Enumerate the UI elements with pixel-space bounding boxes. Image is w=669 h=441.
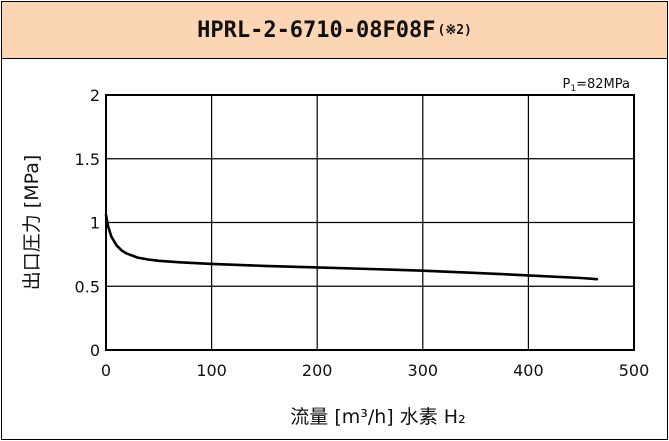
series-layer: [104, 213, 599, 281]
x-tick-label: 300: [408, 361, 439, 380]
pressure-condition-subscript: 1: [570, 84, 576, 94]
plot-border: [105, 94, 635, 351]
y-tick-label: 1: [90, 214, 100, 233]
x-tick-label: 200: [302, 361, 333, 380]
x-tick-label: 500: [619, 361, 650, 380]
y-tick-label: 1.5: [75, 150, 100, 169]
pressure-condition-label: P1=82MPa: [563, 77, 630, 94]
x-tick-label: 400: [513, 361, 544, 380]
x-tick-labels: 0 100 200 300 400 500: [101, 361, 649, 380]
x-tick-label: 0: [101, 361, 111, 380]
pressure-condition-value: =82MPa: [576, 77, 630, 92]
pressure-condition-symbol: P: [563, 77, 571, 92]
y-axis-label: 出口圧力 [MPa]: [21, 155, 43, 291]
chart-header: HPRL-2-6710-08F08F (※2): [2, 2, 667, 59]
y-tick-label: 0: [90, 341, 100, 360]
chart-title-note: (※2): [437, 22, 472, 38]
x-tick-label: 100: [196, 361, 227, 380]
x-axis-label: 流量 [m³/h] 水素 H₂: [290, 406, 465, 428]
y-tick-label: 2: [90, 86, 100, 105]
chart-title: HPRL-2-6710-08F08F: [197, 17, 436, 43]
y-tick-labels: 0 0.5 1 1.5 2: [75, 86, 100, 360]
y-tick-label: 0.5: [75, 277, 100, 296]
series-line: [104, 213, 599, 281]
grid: [106, 95, 634, 350]
